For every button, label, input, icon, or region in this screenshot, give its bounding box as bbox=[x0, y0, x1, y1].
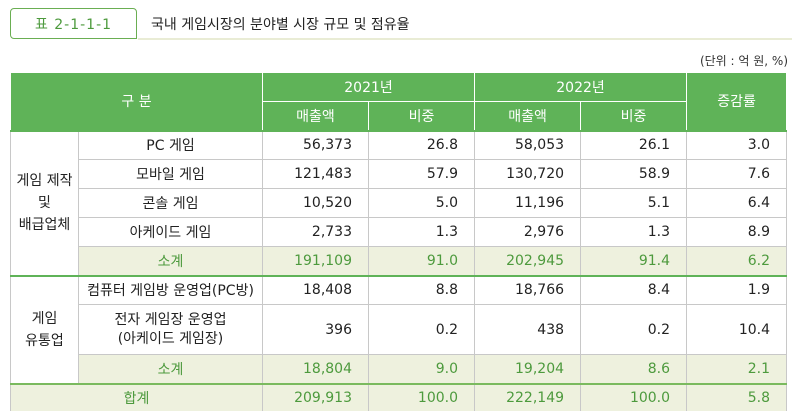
sales-2021: 56,373 bbox=[262, 129, 369, 160]
row-label: PC 게임 bbox=[78, 129, 263, 160]
growth-rate: 5.8 bbox=[686, 382, 788, 411]
growth-rate: 2.1 bbox=[686, 354, 788, 384]
row-label: 소계 bbox=[78, 354, 263, 384]
growth-rate: 6.4 bbox=[686, 188, 788, 218]
growth-rate: 6.2 bbox=[686, 246, 788, 276]
share-2022: 91.4 bbox=[580, 246, 688, 276]
header-2021: 2021년 bbox=[261, 72, 476, 102]
sales-2021: 396 bbox=[262, 304, 369, 355]
row-label: 소계 bbox=[78, 246, 263, 276]
share-2021: 57.9 bbox=[367, 159, 476, 189]
group-dev-label: 게임 제작 및 배급업체 bbox=[10, 129, 79, 276]
table-row: 아케이드 게임 2,733 1.3 2,976 1.3 8.9 bbox=[11, 217, 788, 247]
market-size-table: 구 분 2021년 2022년 증감률 매출액 비중 매출액 비중 게임 제작 … bbox=[10, 72, 788, 411]
share-2022: 26.1 bbox=[580, 129, 688, 160]
share-2021: 26.8 bbox=[367, 129, 476, 160]
total-row: 합계 209,913 100.0 222,149 100.0 5.8 bbox=[10, 382, 788, 411]
row-label: 아케이드 게임 bbox=[78, 217, 263, 247]
sales-2022: 222,149 bbox=[474, 382, 582, 411]
header-category: 구 분 bbox=[10, 72, 263, 131]
sales-2021: 209,913 bbox=[262, 382, 369, 411]
sales-2021: 191,109 bbox=[262, 246, 369, 276]
share-2022: 5.1 bbox=[580, 188, 688, 218]
growth-rate: 1.9 bbox=[686, 274, 788, 305]
sales-2022: 130,720 bbox=[474, 159, 582, 189]
group-dist-label: 게임 유통업 bbox=[10, 274, 79, 384]
share-2021: 8.8 bbox=[367, 274, 476, 305]
sales-2022: 19,204 bbox=[474, 354, 582, 384]
table-row: 콘솔 게임 10,520 5.0 11,196 5.1 6.4 bbox=[11, 188, 788, 218]
header-sales-2021: 매출액 bbox=[262, 101, 369, 131]
sales-2022: 438 bbox=[474, 304, 582, 355]
row-label: 합계 bbox=[10, 382, 263, 411]
table-row: 게임 유통업 컴퓨터 게임방 운영업(PC방) 18,408 8.8 18,76… bbox=[10, 274, 788, 384]
share-2021: 100.0 bbox=[367, 382, 476, 411]
row-label: 모바일 게임 bbox=[78, 159, 263, 189]
unit-note: (단위 : 억 원, %) bbox=[699, 54, 788, 68]
row-label: 콘솔 게임 bbox=[78, 188, 263, 218]
share-2022: 58.9 bbox=[580, 159, 688, 189]
share-2021: 0.2 bbox=[367, 304, 476, 355]
header-growth: 증감률 bbox=[686, 72, 788, 131]
sales-2021: 18,804 bbox=[262, 354, 369, 384]
growth-rate: 10.4 bbox=[686, 304, 788, 355]
sales-2022: 11,196 bbox=[474, 188, 582, 218]
row-label: 전자 게임장 운영업 (아케이드 게임장) bbox=[78, 304, 263, 355]
share-2021: 5.0 bbox=[367, 188, 476, 218]
sales-2022: 2,976 bbox=[474, 217, 582, 247]
share-2022: 1.3 bbox=[580, 217, 688, 247]
header-sales-2022: 매출액 bbox=[474, 101, 582, 131]
growth-rate: 7.6 bbox=[686, 159, 788, 189]
sales-2021: 121,483 bbox=[262, 159, 369, 189]
share-2021: 1.3 bbox=[367, 217, 476, 247]
table-row: 게임 제작 및 배급업체 PC 게임 56,373 26.8 58,053 26… bbox=[10, 129, 788, 276]
share-2022: 8.4 bbox=[580, 274, 688, 305]
growth-rate: 3.0 bbox=[686, 129, 788, 160]
sales-2021: 2,733 bbox=[262, 217, 369, 247]
subtotal-row: 소계 191,109 91.0 202,945 91.4 6.2 bbox=[11, 246, 788, 276]
share-2021: 91.0 bbox=[367, 246, 476, 276]
share-2022: 8.6 bbox=[580, 354, 688, 384]
growth-rate: 8.9 bbox=[686, 217, 788, 247]
title-underline bbox=[138, 38, 792, 40]
share-2022: 0.2 bbox=[580, 304, 688, 355]
table-number-tag: 표 2-1-1-1 bbox=[10, 8, 137, 39]
header-share-2021: 비중 bbox=[367, 101, 476, 131]
subtotal-row: 소계 18,804 9.0 19,204 8.6 2.1 bbox=[11, 354, 788, 384]
sales-2021: 18,408 bbox=[262, 274, 369, 305]
table-row: 모바일 게임 121,483 57.9 130,720 58.9 7.6 bbox=[11, 159, 788, 189]
table-title: 국내 게임시장의 분야별 시장 규모 및 점유율 bbox=[151, 17, 410, 33]
share-2022: 100.0 bbox=[580, 382, 688, 411]
table-title-bar: 표 2-1-1-1 국내 게임시장의 분야별 시장 규모 및 점유율 bbox=[10, 8, 792, 40]
share-2021: 9.0 bbox=[367, 354, 476, 384]
header-2022: 2022년 bbox=[474, 72, 688, 102]
sales-2022: 202,945 bbox=[474, 246, 582, 276]
sales-2021: 10,520 bbox=[262, 188, 369, 218]
table-row: 전자 게임장 운영업 (아케이드 게임장) 396 0.2 438 0.2 10… bbox=[11, 304, 788, 355]
header-share-2022: 비중 bbox=[580, 101, 688, 131]
sales-2022: 58,053 bbox=[474, 129, 582, 160]
sales-2022: 18,766 bbox=[474, 274, 582, 305]
row-label: 컴퓨터 게임방 운영업(PC방) bbox=[78, 274, 263, 305]
